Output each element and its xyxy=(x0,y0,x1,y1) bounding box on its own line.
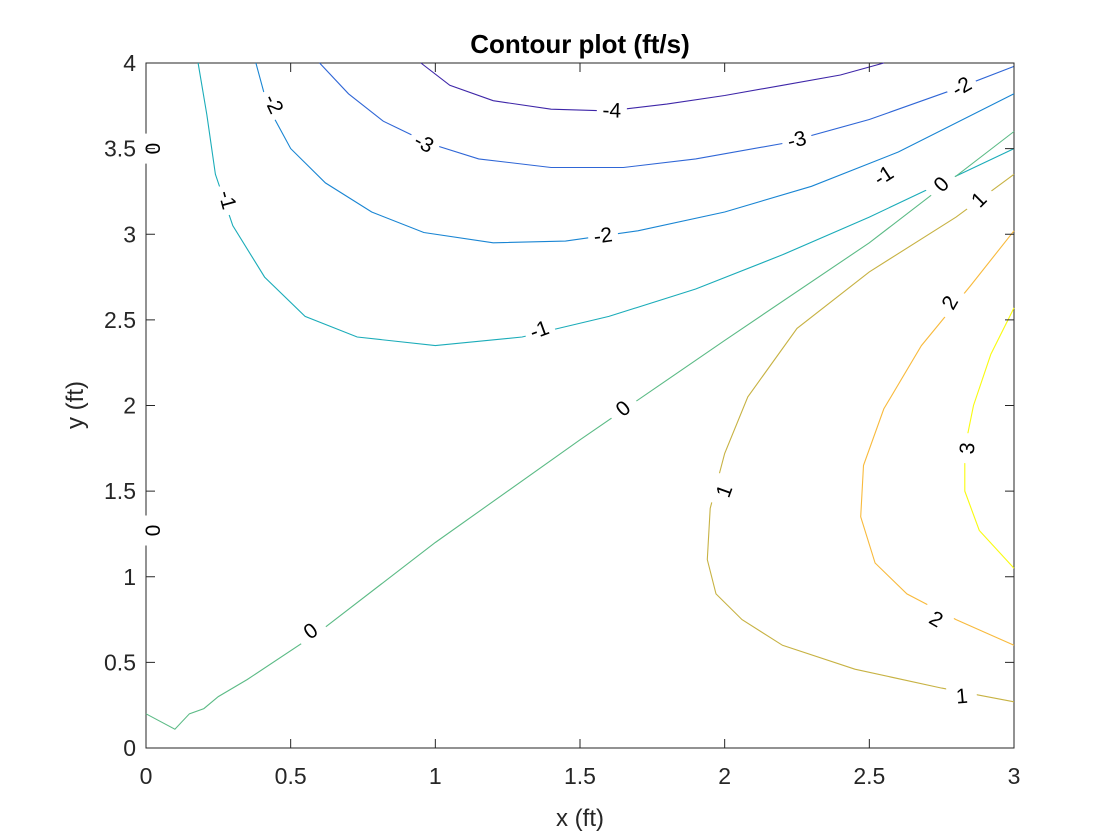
contour-label-gap xyxy=(942,69,981,105)
contour-label-4-4: 0 xyxy=(140,525,163,537)
chart-title: Contour plot (ft/s) xyxy=(470,29,690,59)
contour-label-gap xyxy=(404,125,443,162)
x-tick-label: 2 xyxy=(718,763,731,789)
y-tick-label: 1.5 xyxy=(104,478,136,504)
contour-label-0-0: -4 xyxy=(602,99,622,123)
contour-label-gap xyxy=(708,472,742,510)
x-axis-ticks: 0 0.5 1 1.5 2 2.5 3 xyxy=(140,63,1021,789)
contour-label-gap xyxy=(932,283,969,322)
contour-label-gap xyxy=(211,182,243,218)
x-axis-label: x (ft) xyxy=(556,805,604,832)
contour-label-gap xyxy=(291,613,331,650)
contour-line-level--4-0 xyxy=(420,62,884,112)
y-tick-label: 0.5 xyxy=(104,649,136,675)
x-tick-label: 3 xyxy=(1008,763,1021,789)
contour-line-level--2-0 xyxy=(255,62,1015,244)
y-axis-label: y (ft) xyxy=(62,381,89,429)
contour-line-level-0-0 xyxy=(145,131,1015,730)
contour-label-1-1: -3 xyxy=(785,127,809,154)
x-tick-label: 0 xyxy=(140,763,153,789)
y-tick-label: 0 xyxy=(123,735,136,761)
contour-label-7-0: 3 xyxy=(956,441,980,455)
contour-label-2-1: -2 xyxy=(592,223,614,248)
y-tick-label: 4 xyxy=(123,50,136,76)
contour-label-gap xyxy=(922,165,961,204)
x-tick-label: 2.5 xyxy=(853,763,885,789)
contour-label-gap xyxy=(864,157,903,195)
y-tick-label: 2.5 xyxy=(104,307,136,333)
x-tick-label: 1.5 xyxy=(564,763,596,789)
contour-label-gap xyxy=(954,432,981,465)
contour-label-gap xyxy=(779,124,815,156)
contour-label-gap xyxy=(596,98,628,124)
x-tick-label: 0.5 xyxy=(275,763,307,789)
contour-line-level--3-0 xyxy=(319,62,1015,169)
contour-label-5-2: 1 xyxy=(955,685,969,709)
contour-label-gap xyxy=(256,85,291,123)
contour-label-gap xyxy=(139,515,164,546)
y-tick-label: 2 xyxy=(123,393,136,419)
contour-label-gap xyxy=(586,222,620,250)
contour-label-gap xyxy=(960,180,999,220)
contour-line-level-1-0 xyxy=(706,173,1015,703)
contour-label-gap xyxy=(945,683,978,710)
y-tick-label: 1 xyxy=(123,564,136,590)
y-tick-label: 3.5 xyxy=(104,136,136,162)
y-axis-ticks: 0 0.5 1 1.5 2 2.5 3 3.5 4 xyxy=(104,50,1014,761)
x-tick-label: 1 xyxy=(429,763,442,789)
contour-label-gap xyxy=(521,313,558,347)
contour-label-gap xyxy=(916,601,955,638)
y-tick-label: 3 xyxy=(123,221,136,247)
contour-label-gap xyxy=(604,390,643,428)
contour-line-level--1-0 xyxy=(197,62,1015,347)
